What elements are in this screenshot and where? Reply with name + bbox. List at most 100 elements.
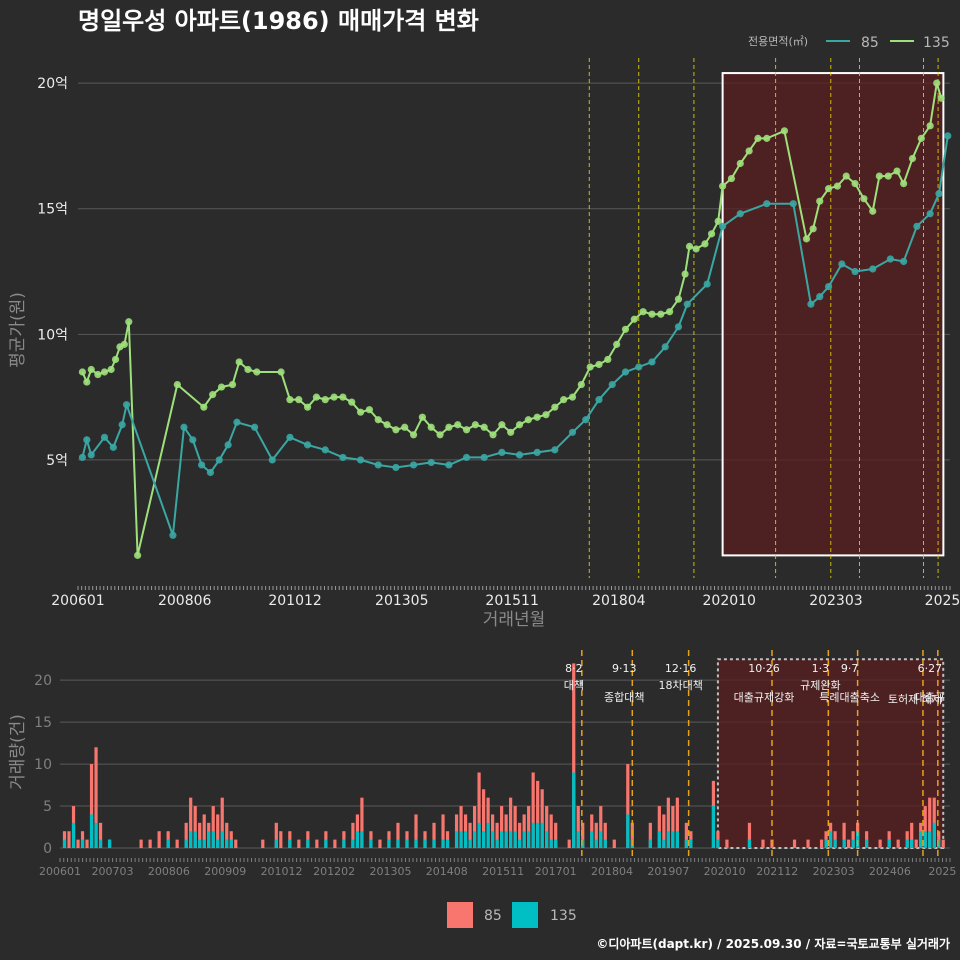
data-point-85 [838,260,846,268]
price-x-tick-label: 200806 [158,593,212,609]
bar-135 [432,839,436,848]
bar-135 [689,839,693,848]
data-point-135 [217,383,226,391]
bar-135 [603,839,607,848]
policy-date-label: 10·26 [748,662,780,675]
data-point-135 [480,423,488,431]
bar-135 [229,839,233,848]
data-point-135 [900,180,908,188]
volume-panel: 0 5 10 15 20 8·2 대책 9·13 종합대책 12·16 18차대책 10·26 대출규제… [34,650,956,878]
bar-135 [80,839,85,848]
volume-x-tick-label: 200806 [148,865,190,878]
data-point-85 [83,436,91,444]
price-y-axis-title: 평균가(원) [8,292,28,368]
policy-date-label: 8·2 [565,662,583,675]
bar-85 [297,839,301,848]
data-point-135 [401,423,409,431]
data-point-135 [418,413,426,421]
data-point-135 [348,398,356,406]
data-point-85 [674,323,683,331]
volume-x-tick-label: 202010 [704,865,746,878]
bar-135 [599,831,603,848]
bar-135 [828,831,833,848]
data-point-85 [409,461,418,469]
bar-135 [468,839,472,848]
data-point-135 [802,235,811,243]
bar-85 [792,839,797,848]
bar-135 [207,831,211,848]
policy-name-label: 대책 [564,679,584,692]
data-point-85 [515,451,524,459]
data-point-135 [577,380,585,389]
bar-135 [216,839,220,848]
data-point-135 [524,416,532,424]
volume-y-tick-label: 5 [43,799,52,815]
data-point-85 [608,380,616,389]
bar-85 [545,806,549,848]
price-y-tick-label: 20억 [37,76,68,92]
bar-135 [648,839,652,848]
bar-135 [405,839,409,848]
bar-135 [445,839,450,848]
data-point-85 [251,423,259,431]
bar-135 [549,839,553,848]
data-point-135 [621,325,630,333]
volume-highlight-box [716,658,945,850]
data-point-135 [244,365,252,374]
data-point-135 [630,315,638,323]
bar-85 [842,822,846,848]
policy-name-label: 규제완화 [800,679,840,692]
bar-135 [657,831,661,848]
bar-85 [89,764,94,848]
bar-85 [761,839,765,848]
data-point-85 [169,531,177,539]
data-point-85 [122,401,131,409]
bar-135 [491,831,495,848]
bar-85 [878,839,882,848]
price-y-tick-label: 15억 [37,202,68,218]
price-y-tick-label: 10억 [37,327,68,343]
bar-135 [369,839,373,848]
data-point-135 [471,421,479,429]
bar-85 [626,764,630,848]
data-point-135 [860,195,868,203]
data-point-85 [303,441,312,449]
bar-135 [62,839,67,848]
bar-85 [225,822,229,848]
data-point-135 [542,411,550,419]
data-point-85 [286,433,294,441]
data-point-85 [533,448,541,456]
data-point-135 [595,360,603,369]
bar-legend-label-85: 85 [484,908,502,924]
data-point-85 [824,282,833,291]
price-y-tick-label: 5억 [46,453,68,469]
bar-85 [220,797,224,848]
bar-85 [531,772,535,848]
bar-85 [495,822,499,848]
bar-85 [441,814,445,848]
bar-85 [847,839,851,848]
bar-135 [711,806,716,848]
bar-135 [414,839,418,848]
data-point-85 [100,433,109,441]
data-point-135 [869,207,877,215]
data-point-135 [833,182,842,190]
data-point-85 [339,453,347,462]
volume-x-tick-label: 202112 [756,865,798,878]
bar-85 [513,806,517,848]
bar-85 [459,806,463,848]
data-point-135 [701,240,709,248]
data-point-85 [109,443,117,451]
bar-85 [675,797,679,848]
data-point-135 [120,340,128,348]
volume-y-axis-title: 거래량(건) [8,714,28,790]
bar-85 [193,806,197,848]
data-point-85 [498,448,506,456]
data-point-135 [356,408,365,416]
price-x-axis-title: 거래년월 [483,610,546,630]
bar-85 [923,806,927,848]
data-point-135 [707,230,716,238]
volume-x-tick-label: 201907 [647,865,689,878]
bar-85 [806,839,810,848]
